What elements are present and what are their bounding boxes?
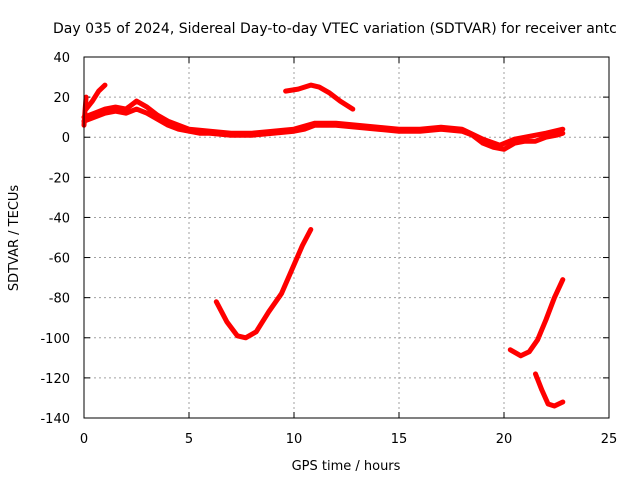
x-tick-label: 0: [80, 432, 88, 447]
y-tick-label: -80: [49, 292, 70, 307]
series-line-arc-dip-2: [507, 277, 566, 359]
series-line-arc-hump: [283, 82, 356, 112]
y-tick-label: -120: [40, 372, 70, 387]
y-tick-label: -20: [49, 171, 70, 186]
y-tick-label: -140: [40, 412, 70, 427]
y-tick-label: 40: [53, 51, 70, 66]
x-tick-label: 10: [286, 432, 303, 447]
x-tick-label: 25: [601, 432, 618, 447]
y-tick-label: -60: [49, 252, 70, 267]
grid-lines: [84, 57, 609, 418]
y-tick-labels: -140 -120 -100 -80 -60 -40 -20 0 20 40: [40, 51, 70, 427]
axis-ticks: [83, 56, 610, 419]
x-tick-label: 15: [391, 432, 408, 447]
chart-title: Day 035 of 2024, Sidereal Day-to-day VTE…: [53, 21, 617, 37]
x-tick-label: 5: [185, 432, 193, 447]
x-tick-label: 20: [496, 432, 513, 447]
series-line-arc-start-rise: [83, 82, 108, 112]
series-line-arc-dip-1: [213, 227, 314, 341]
y-tick-label: 20: [53, 91, 70, 106]
series-layer: [81, 82, 566, 409]
plot-frame: [83, 56, 610, 419]
y-tick-label: -40: [49, 211, 70, 226]
series-line-arc-dip-3: [533, 371, 566, 409]
y-tick-label: 0: [62, 131, 70, 146]
series-line-arc-main-2: [81, 98, 566, 148]
y-axis-label: SDTVAR / TECUs: [7, 185, 22, 292]
x-tick-labels: 0 5 10 15 20 25: [80, 432, 617, 447]
x-axis-label: GPS time / hours: [292, 459, 401, 474]
y-tick-label: -100: [40, 332, 70, 347]
